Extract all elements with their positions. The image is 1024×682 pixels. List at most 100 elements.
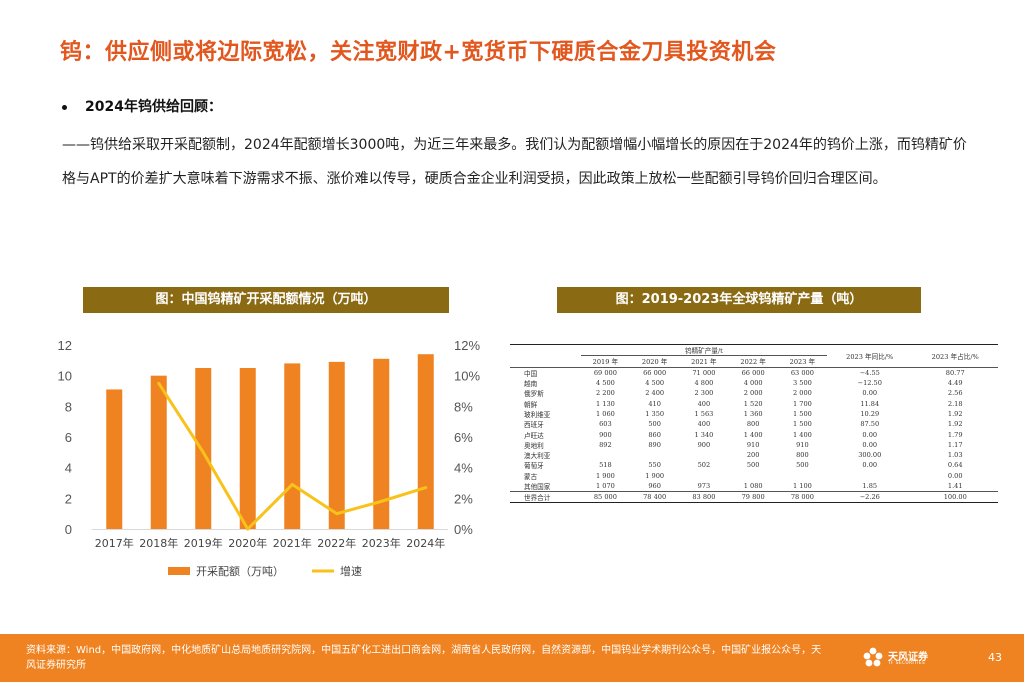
x-tick-label: 2018年 bbox=[139, 536, 178, 550]
table-cell: 2.56 bbox=[947, 389, 963, 398]
table-cell: 1.17 bbox=[947, 440, 963, 449]
growth-point bbox=[290, 483, 294, 487]
table-row: 奥地利 892 890 900 910 910 0.00 1.17 bbox=[510, 440, 998, 450]
bar bbox=[106, 389, 123, 529]
bar bbox=[328, 361, 345, 529]
bar bbox=[417, 354, 434, 529]
table-row: 玻利维亚 1 060 1 350 1 563 1 360 1 500 10.29 1.92 bbox=[510, 409, 998, 419]
y-left-tick-label: 10 bbox=[58, 369, 72, 384]
table-cell: 4 000 bbox=[743, 379, 763, 388]
growth-point bbox=[335, 512, 339, 516]
table-cell: 78 400 bbox=[643, 493, 667, 502]
table-cell bbox=[581, 450, 630, 460]
table-cell: 973 bbox=[697, 482, 711, 490]
table-row-label: 卢旺达 bbox=[524, 431, 544, 440]
table-row-label: 其他国家 bbox=[524, 483, 551, 491]
table-cell: 3 500 bbox=[792, 379, 812, 388]
table-cell: 4 500 bbox=[595, 379, 615, 388]
table-row: 蒙古 1 900 1 900 0.00 bbox=[510, 471, 998, 481]
table-cell: 71 000 bbox=[692, 368, 716, 377]
table-row-label: 西班牙 bbox=[524, 421, 544, 430]
table-cell: 1 900 bbox=[645, 471, 665, 480]
table-cell: 1 350 bbox=[645, 409, 665, 418]
x-tick-label: 2020年 bbox=[228, 536, 267, 550]
table-cell: 78 000 bbox=[790, 493, 814, 502]
x-tick-label: 2017年 bbox=[95, 536, 134, 550]
table-row-label: 越南 bbox=[524, 380, 538, 389]
table-cell: 1 100 bbox=[792, 482, 812, 490]
table-cell: 400 bbox=[697, 420, 711, 429]
table-cell: 0.64 bbox=[947, 461, 963, 470]
table-cell: 2 000 bbox=[743, 389, 763, 398]
table-cell: 400 bbox=[697, 399, 711, 408]
table-cell: 4 500 bbox=[645, 379, 665, 388]
table-cell: 85 000 bbox=[593, 493, 617, 502]
table-row: 其他国家 1 070 960 973 1 080 1 100 1.85 1.41 bbox=[510, 481, 998, 492]
production-table-wrap: 钨精矿产量/t 2023 年同比/% 2023 年占比/% 2019 年 2020… bbox=[510, 344, 998, 503]
y-left-tick-label: 4 bbox=[65, 461, 72, 476]
x-tick-label: 2024年 bbox=[406, 536, 445, 550]
table-cell: −2.26 bbox=[859, 493, 880, 502]
table-cell bbox=[630, 450, 679, 460]
table-cell: 0.00 bbox=[862, 461, 878, 470]
table-row: 西班牙 603 500 400 800 1 500 87.50 1.92 bbox=[510, 419, 998, 429]
logo-text: 天风证券 bbox=[888, 652, 928, 663]
y-right-tick-label: 4% bbox=[454, 461, 473, 476]
table-cell: 1 060 bbox=[595, 409, 615, 418]
legend-line-label: 增速 bbox=[340, 564, 362, 578]
table-cell: 960 bbox=[648, 482, 661, 490]
table-row-label: 蒙古 bbox=[524, 472, 538, 481]
table-cell: 66 000 bbox=[741, 368, 765, 377]
table-body: 中国 69 000 66 000 71 000 66 000 63 000 −4.55 80.… bbox=[510, 367, 998, 503]
table-col-header: 2021 年 bbox=[691, 358, 717, 367]
table-cell: 11.84 bbox=[860, 399, 880, 408]
table-cell: 300.00 bbox=[858, 451, 882, 460]
y-right-tick-label: 8% bbox=[454, 399, 473, 414]
x-tick-label: 2019年 bbox=[184, 536, 223, 550]
production-table: 钨精矿产量/t 2023 年同比/% 2023 年占比/% 2019 年 2020… bbox=[510, 344, 998, 503]
growth-point bbox=[157, 381, 161, 385]
figure2-title: 图：2019-2023年全球钨精矿产量（吨） bbox=[557, 287, 921, 313]
table-cell bbox=[778, 471, 827, 481]
table-cell: 550 bbox=[648, 461, 661, 470]
table-cell: 4 800 bbox=[694, 379, 714, 388]
table-cell: 83 800 bbox=[692, 493, 716, 502]
table-cell: 1 400 bbox=[743, 430, 763, 439]
table-cell: 890 bbox=[648, 440, 661, 449]
bar bbox=[150, 375, 167, 529]
table-cell: 1 900 bbox=[595, 471, 615, 480]
brand-logo: 天风证券 TF SECURITIES bbox=[862, 646, 952, 672]
table-cell: 0.00 bbox=[947, 471, 963, 480]
bar bbox=[195, 368, 212, 529]
table-cell: 500 bbox=[648, 420, 661, 429]
table-corner bbox=[510, 345, 581, 356]
table-cell: 900 bbox=[599, 430, 612, 439]
x-tick-label: 2023年 bbox=[362, 536, 401, 550]
bar bbox=[373, 358, 390, 529]
table-cell: 1 360 bbox=[743, 409, 763, 418]
table-cell: 1 080 bbox=[743, 482, 763, 490]
table-cell: 10.29 bbox=[860, 409, 880, 418]
y-right-tick-label: 10% bbox=[454, 369, 480, 384]
y-left-tick-label: 6 bbox=[65, 430, 72, 445]
y-left-tick-label: 2 bbox=[65, 491, 72, 506]
table-cell bbox=[679, 450, 728, 460]
table-col-header: 2019 年 bbox=[592, 358, 619, 367]
table-row: 葡萄牙 518 550 502 500 500 0.00 0.64 bbox=[510, 460, 998, 470]
table-row-label: 奥地利 bbox=[524, 441, 544, 450]
flower-logo-icon bbox=[863, 647, 883, 667]
table-cell: 860 bbox=[648, 430, 661, 439]
table-cell bbox=[729, 471, 778, 481]
table-cell: 500 bbox=[796, 461, 809, 470]
table-cell: 1 500 bbox=[792, 420, 812, 429]
table-cell: 410 bbox=[648, 399, 661, 408]
logo-subtext: TF SECURITIES bbox=[888, 661, 926, 666]
table-cell: 1.92 bbox=[947, 409, 963, 418]
table-col-header-row: 2019 年 2020 年 2021 年 2022 年 2023 年 bbox=[510, 356, 998, 368]
table-row: 越南 4 500 4 500 4 800 4 000 3 500 −12.50 4.49 bbox=[510, 378, 998, 388]
table-cell: 1 130 bbox=[595, 399, 615, 408]
bullet-dot-icon bbox=[62, 104, 67, 110]
y-right-tick-label: 12% bbox=[454, 338, 480, 353]
table-row: 卢旺达 900 860 1 340 1 400 1 400 0.00 1.79 bbox=[510, 429, 998, 440]
figure1-title: 图：中国钨精矿开采配额情况（万吨） bbox=[83, 287, 449, 313]
